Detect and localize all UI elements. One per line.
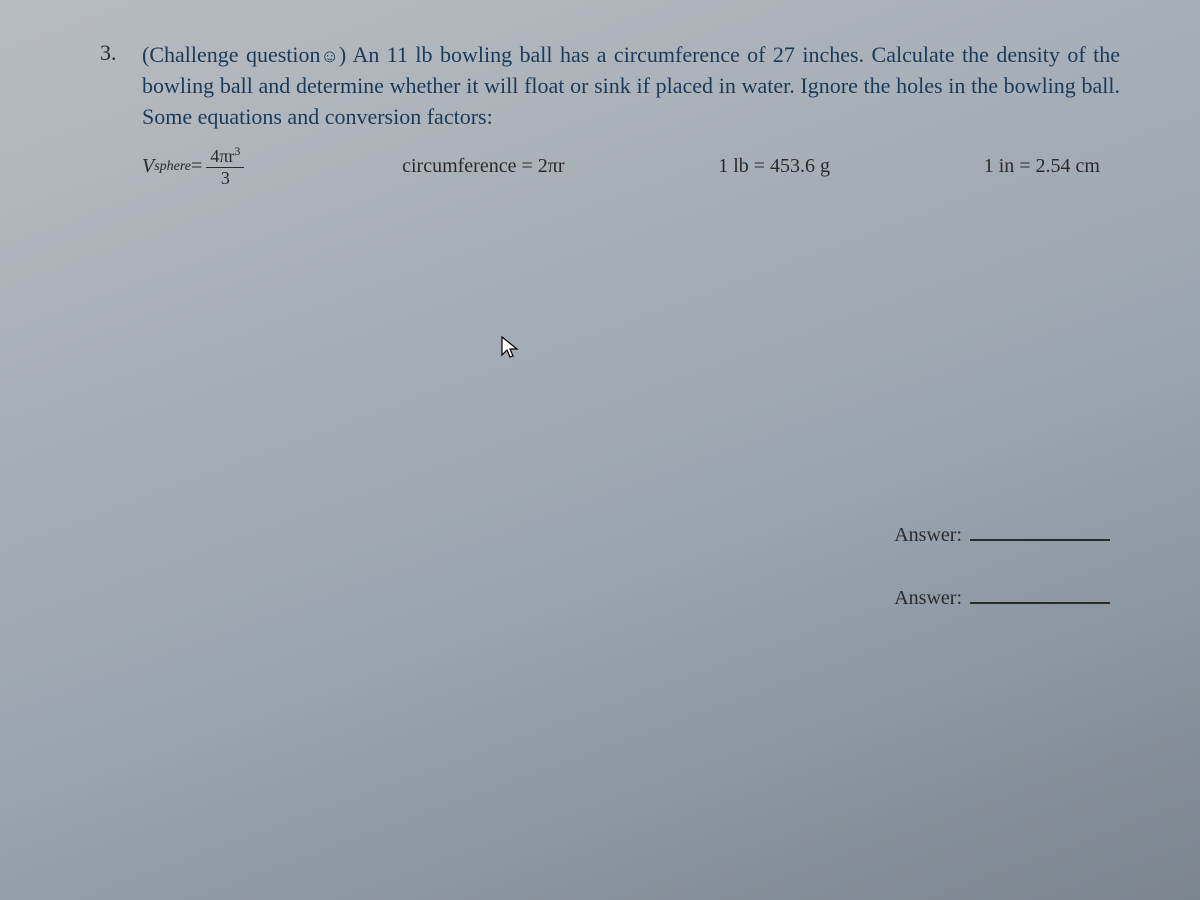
answer-line-1: Answer:	[894, 524, 1110, 547]
equals-sign: =	[191, 155, 202, 178]
answer-blank-1[interactable]	[970, 539, 1110, 541]
numerator-text: 4πr	[210, 146, 234, 166]
cursor-icon	[500, 335, 520, 366]
answer-blank-2[interactable]	[970, 602, 1110, 604]
question-number: 3.	[100, 40, 130, 66]
answer-label: Answer:	[894, 587, 962, 610]
answer-section: Answer: Answer:	[894, 524, 1110, 610]
prompt-prefix: (Challenge question	[142, 42, 321, 67]
question-content: (Challenge question☺) An 11 lb bowling b…	[142, 40, 1120, 189]
question-block: 3. (Challenge question☺) An 11 lb bowlin…	[100, 40, 1120, 189]
length-conversion: 1 in = 2.54 cm	[984, 155, 1100, 178]
fraction-denominator: 3	[217, 168, 234, 189]
answer-label: Answer:	[894, 524, 962, 547]
equations-row: Vsphere = 4πr3 3 circumference = 2πr 1 l…	[142, 144, 1120, 189]
v-symbol: V	[142, 155, 154, 178]
answer-line-2: Answer:	[894, 587, 1110, 610]
numerator-exp: 3	[234, 144, 240, 158]
volume-formula: Vsphere = 4πr3 3	[142, 144, 248, 189]
worksheet-page: 3. (Challenge question☺) An 11 lb bowlin…	[0, 0, 1200, 900]
sphere-subscript: sphere	[154, 159, 191, 175]
mass-conversion: 1 lb = 453.6 g	[718, 155, 830, 178]
fraction: 4πr3 3	[206, 144, 244, 189]
prompt-close: )	[339, 42, 353, 67]
circumference-formula: circumference = 2πr	[402, 155, 564, 178]
fraction-numerator: 4πr3	[206, 144, 244, 168]
question-prompt: (Challenge question☺) An 11 lb bowling b…	[142, 40, 1120, 132]
smiley-icon: ☺	[321, 46, 339, 66]
